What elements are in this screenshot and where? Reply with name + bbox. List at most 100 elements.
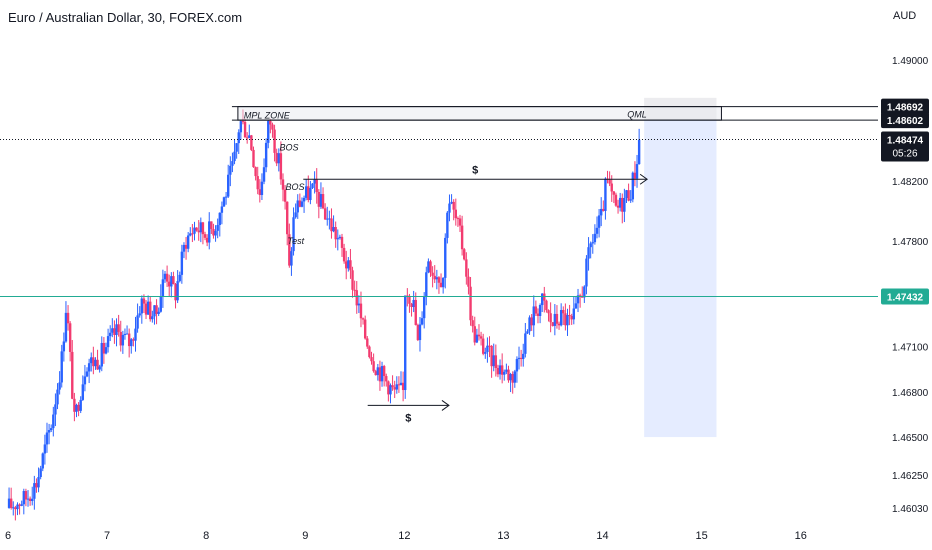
candle-body [304, 186, 308, 198]
candle-body [513, 371, 517, 383]
candle-body [347, 260, 350, 269]
candle-body [326, 218, 329, 220]
candle-body [85, 371, 89, 377]
candle-body [279, 153, 283, 180]
x-tick-label: 14 [596, 530, 608, 542]
candle-body [492, 355, 495, 367]
candle-body [589, 243, 592, 248]
candle-body [87, 363, 91, 372]
candle-body [75, 404, 78, 412]
candle-body [410, 303, 413, 307]
liquidity-label-0: $ [472, 164, 478, 176]
candle-body [422, 296, 426, 319]
last-price-tag-bg [881, 131, 929, 162]
candle-body [115, 324, 118, 335]
candle-body [56, 389, 59, 405]
liquidity-arrow-1 [441, 400, 450, 411]
candle-body [629, 199, 632, 201]
candle-body [336, 238, 339, 240]
candle-body [549, 313, 552, 323]
candle-body [83, 376, 87, 385]
y-tick-label: 1.46250 [892, 471, 929, 482]
candle-body [435, 277, 439, 280]
candle-body [47, 430, 51, 433]
candle-body [22, 491, 26, 505]
candle-body [286, 201, 289, 235]
candle-body [292, 217, 295, 252]
candle-body [172, 276, 175, 285]
candle-body [18, 504, 21, 506]
candle-body [283, 189, 287, 202]
candle-body [273, 129, 276, 153]
candle-body [307, 186, 310, 201]
candle-body [363, 319, 367, 339]
candle-body [191, 233, 194, 235]
candle-body [31, 498, 34, 502]
candle-body [68, 323, 72, 352]
candle-body [33, 483, 36, 499]
candle-body [178, 274, 181, 282]
candle-body [149, 301, 152, 320]
candle-body [35, 483, 38, 488]
candle-body [155, 305, 158, 314]
candle-body [250, 135, 253, 150]
candle-body [161, 279, 165, 297]
candle-body [524, 333, 527, 354]
candle-body [469, 286, 472, 321]
candle-body [317, 192, 321, 207]
candle-body [545, 300, 548, 311]
candle-body [616, 205, 620, 208]
candle-body [633, 172, 637, 179]
candle-body [625, 190, 628, 199]
candle-body [557, 323, 561, 326]
candle-body [262, 167, 266, 182]
candle-body [366, 338, 369, 347]
candle-body [389, 385, 392, 395]
candle-body [505, 369, 508, 372]
candle-body [591, 242, 594, 244]
candle-body [243, 121, 247, 138]
liquidity-label-1: $ [405, 412, 411, 424]
candle-body [201, 222, 205, 235]
candle-body [340, 236, 344, 248]
candle-body [551, 322, 554, 326]
candle-body [437, 277, 441, 283]
candle-body [494, 355, 498, 369]
candle-body [555, 313, 559, 324]
candle-body [536, 313, 540, 317]
candle-body [570, 316, 573, 320]
candle-body [404, 295, 407, 391]
mpl-zone-box [237, 106, 722, 121]
candle-body [102, 342, 106, 354]
candle-body [159, 296, 162, 312]
candle-body [193, 227, 196, 234]
candle-body [587, 247, 590, 259]
candle-body [146, 301, 150, 315]
candle-body [538, 305, 542, 317]
candle-body [456, 218, 460, 220]
candle-body [98, 366, 101, 370]
candle-body [271, 124, 274, 130]
candle-body [334, 227, 337, 240]
candle-body [62, 341, 66, 352]
level-tag-2: 1.47432 [887, 293, 924, 304]
candle-body [446, 212, 449, 238]
level-tag-0: 1.48692 [887, 103, 924, 114]
candles [7, 109, 641, 521]
candle-body [241, 121, 245, 123]
candle-body [73, 398, 76, 412]
candle-body [477, 334, 481, 337]
x-tick-label: 6 [5, 530, 11, 542]
candle-body [199, 222, 203, 233]
x-tick-label: 13 [497, 530, 509, 542]
candle-body [252, 149, 255, 168]
liquidity-arrow-0 [639, 173, 648, 185]
level-tag-1-bg [881, 112, 929, 129]
candle-body [595, 227, 599, 234]
candle-body [60, 351, 63, 383]
candle-body [353, 289, 356, 291]
candle-body [576, 295, 580, 304]
candle-body [627, 190, 630, 201]
candle-body [37, 477, 40, 488]
